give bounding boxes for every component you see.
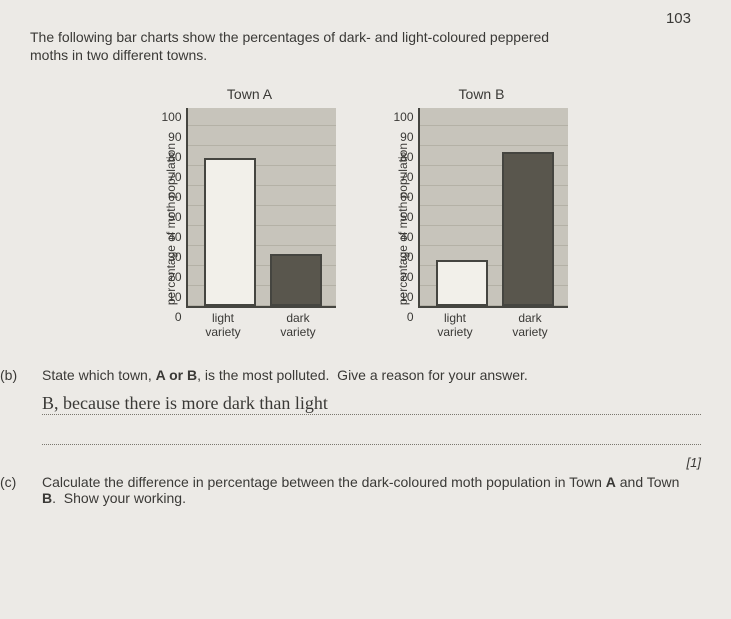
question-c: (c) Calculate the difference in percenta… <box>0 474 701 506</box>
chart-b-bar-light <box>436 260 488 306</box>
answer-line-blank <box>42 423 701 445</box>
page-number: 103 <box>666 10 691 27</box>
xlabel-light: lightvariety <box>418 308 493 338</box>
xlabel-light: lightvariety <box>186 308 261 338</box>
question-b-marks: [1] <box>42 455 701 470</box>
chart-b-xlabels: lightvariety darkvariety <box>418 308 568 338</box>
chart-town-a: Town A percentage of moth population 100… <box>164 86 336 338</box>
question-b: (b) State which town, A or B, is the mos… <box>0 367 701 470</box>
question-b-answer-handwritten: B, because there is more dark than light <box>42 389 701 415</box>
chart-a-plot <box>186 108 336 308</box>
chart-a-title: Town A <box>227 86 272 102</box>
chart-town-b: Town B percentage of moth population 100… <box>396 86 568 338</box>
question-b-label: (b) <box>0 367 28 470</box>
chart-b-plot <box>418 108 568 308</box>
question-b-text: State which town, A or B, is the most po… <box>42 367 701 383</box>
chart-a-xlabels: lightvariety darkvariety <box>186 308 336 338</box>
chart-b-title: Town B <box>459 86 505 102</box>
chart-b-bar-dark <box>502 152 554 306</box>
xlabel-dark: darkvariety <box>261 308 336 338</box>
question-c-text: Calculate the difference in percentage b… <box>42 474 701 506</box>
chart-a-bar-dark <box>270 254 322 306</box>
charts-row: Town A percentage of moth population 100… <box>30 86 701 338</box>
question-c-label: (c) <box>0 474 28 506</box>
chart-a-bar-light <box>204 158 256 306</box>
xlabel-dark: darkvariety <box>493 308 568 338</box>
intro-text: The following bar charts show the percen… <box>30 28 590 64</box>
